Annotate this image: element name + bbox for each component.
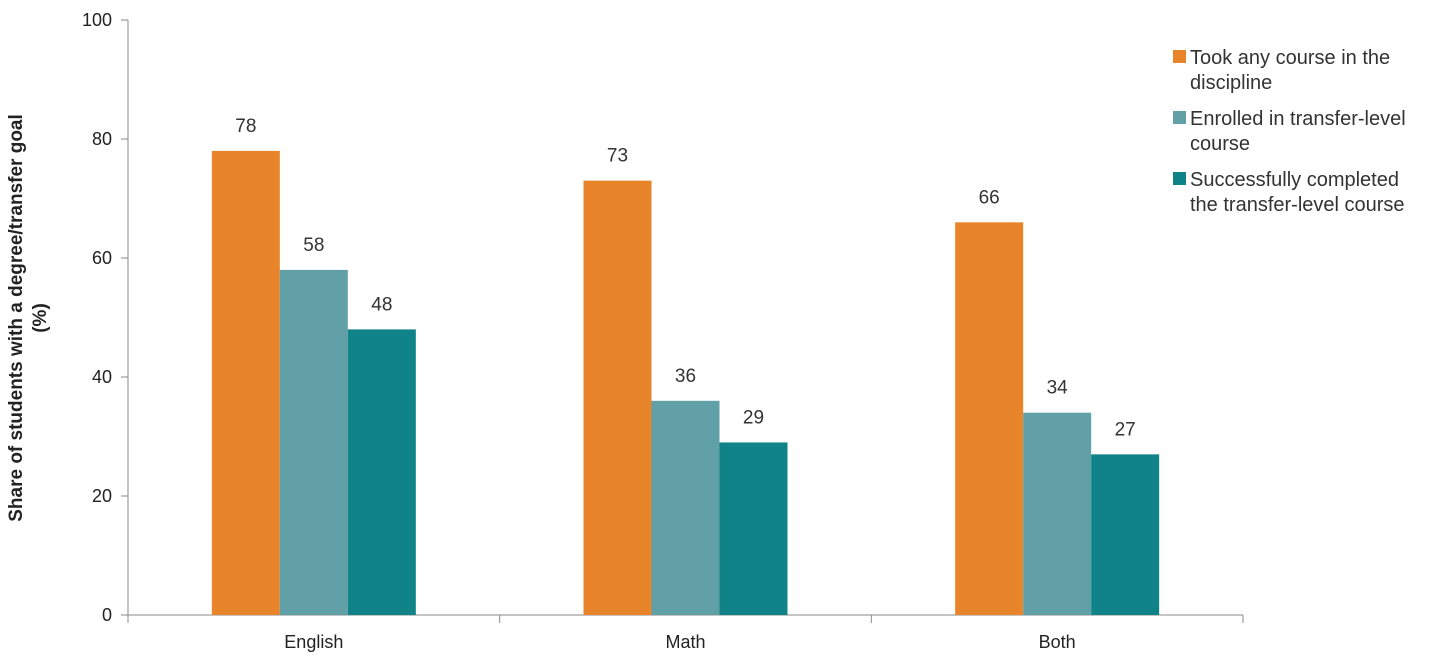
x-axis: English Math Both: [127, 614, 1244, 652]
data-label: 29: [743, 407, 764, 428]
y-axis-title-line-2: (%): [30, 303, 51, 333]
legend-swatch: [1173, 50, 1186, 63]
x-tick-label: English: [284, 632, 343, 652]
bar: [719, 442, 788, 615]
legend-swatch: [1173, 111, 1186, 124]
data-label: 73: [607, 146, 628, 167]
legend: Took any course in the discipline Enrolled…: [1173, 47, 1406, 216]
data-label: 48: [371, 294, 392, 315]
data-label: 27: [1115, 419, 1136, 440]
y-axis: 0 20 40 60 80 100: [82, 10, 129, 625]
legend-label: Successfully completed: [1190, 169, 1399, 191]
x-tick-label: Both: [1039, 632, 1076, 652]
data-label: 58: [303, 235, 324, 256]
legend-label: Took any course in the: [1190, 47, 1390, 69]
bar: [651, 400, 720, 615]
x-tick-label: Math: [665, 632, 705, 652]
bar: [211, 150, 280, 615]
bar: [347, 329, 416, 615]
y-tick-label: 100: [82, 10, 112, 30]
data-label: 36: [675, 366, 696, 387]
data-labels: 78 73 66 58 36 34 48 29 27: [235, 116, 1135, 440]
legend-label: Enrolled in transfer-level: [1190, 108, 1406, 130]
y-tick-label: 60: [92, 248, 112, 268]
legend-label: discipline: [1190, 72, 1272, 94]
y-axis-title: Share of students with a degree/transfer…: [6, 114, 51, 522]
y-tick-label: 20: [92, 486, 112, 506]
y-tick-label: 0: [102, 605, 112, 625]
data-label: 66: [979, 187, 1000, 208]
y-tick-label: 80: [92, 129, 112, 149]
legend-label: course: [1190, 133, 1250, 155]
bar: [1023, 412, 1092, 615]
bar: [955, 222, 1024, 616]
data-label: 78: [235, 116, 256, 137]
bar: [1091, 454, 1160, 615]
y-axis-title-line-1: Share of students with a degree/transfer…: [6, 114, 27, 522]
legend-swatch: [1173, 172, 1186, 185]
bars: [211, 150, 1160, 616]
bar: [279, 269, 348, 615]
legend-label: the transfer-level course: [1190, 194, 1405, 216]
y-tick-label: 40: [92, 367, 112, 387]
data-label: 34: [1047, 378, 1069, 399]
bar: [583, 180, 652, 615]
